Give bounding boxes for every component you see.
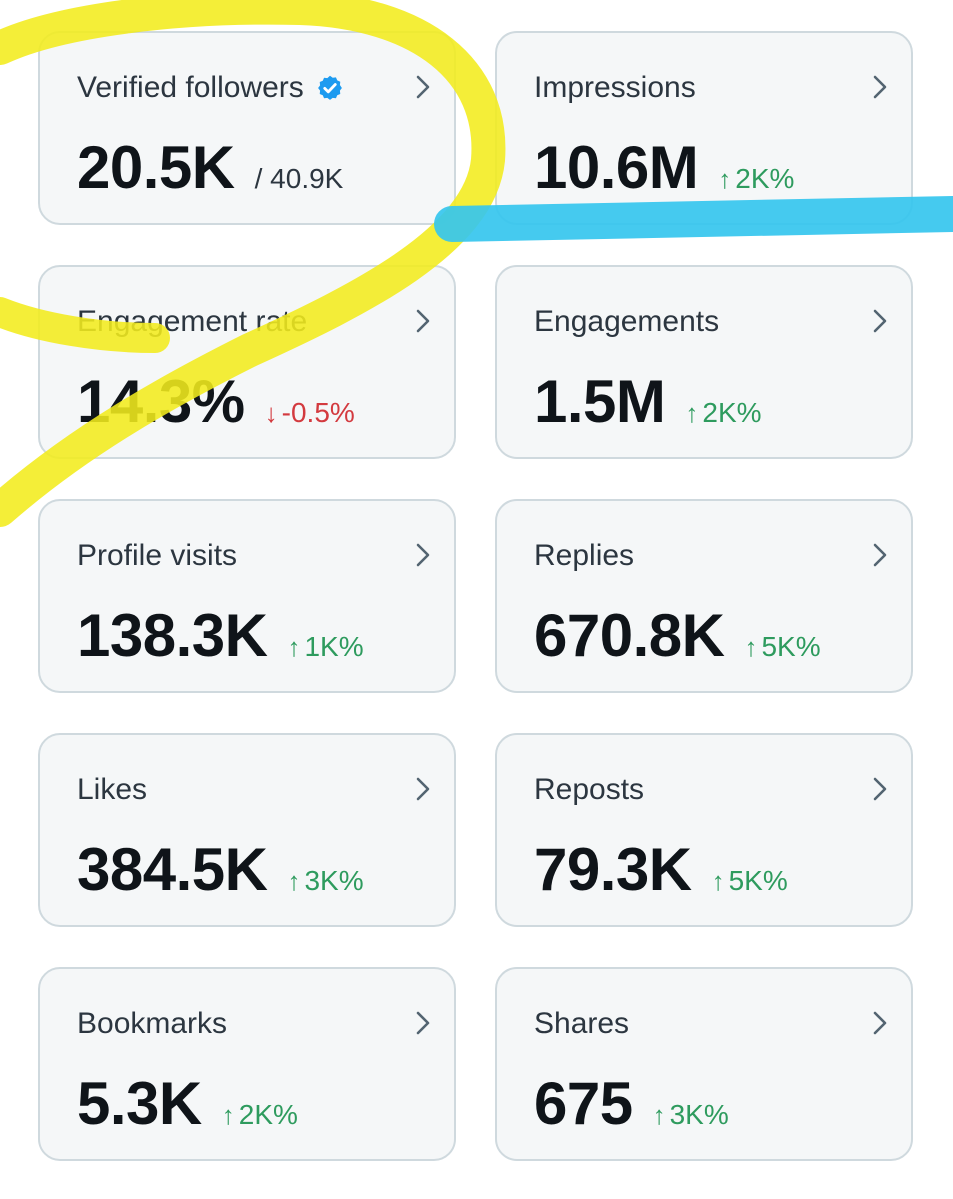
chevron-right-icon: [416, 309, 430, 333]
arrow-down-icon: ↓: [264, 398, 278, 428]
arrow-up-icon: ↑: [652, 1100, 666, 1130]
likes-card[interactable]: Likes 384.5K ↑ 3K%: [38, 733, 456, 927]
value-row: 670.8K ↑ 5K%: [534, 601, 821, 670]
chevron-right-icon: [873, 75, 887, 99]
chevron-right-icon: [416, 777, 430, 801]
metric-total: / 40.9K: [254, 163, 344, 194]
metric-value: 1.5M: [534, 368, 666, 435]
metric-value: 670.8K: [534, 602, 725, 669]
chevron-right-icon: [873, 1011, 887, 1035]
chevron-right-icon: [873, 777, 887, 801]
metric-delta: ↑ 3K%: [287, 865, 363, 897]
delta-value: 3K%: [669, 1099, 729, 1130]
metric-value: 10.6M: [534, 134, 699, 201]
card-label: Engagements: [534, 305, 720, 338]
metric-value: 14.3%: [77, 368, 245, 435]
arrow-up-icon: ↑: [744, 632, 758, 662]
arrow-up-icon: ↑: [287, 866, 301, 896]
reposts-card[interactable]: Reposts 79.3K ↑ 5K%: [495, 733, 913, 927]
delta-value: 2K%: [735, 163, 795, 194]
arrow-up-icon: ↑: [287, 632, 301, 662]
profile-visits-card[interactable]: Profile visits 138.3K ↑ 1K%: [38, 499, 456, 693]
arrow-up-icon: ↑: [221, 1100, 235, 1130]
card-label: Engagement rate: [77, 305, 308, 338]
verified-followers-card[interactable]: Verified followers 20.5K / 40.9K: [38, 31, 456, 225]
chevron-right-icon: [873, 309, 887, 333]
metric-delta: ↑ 2K%: [222, 1099, 298, 1131]
arrow-up-icon: ↑: [685, 398, 699, 428]
metric-delta: ↑ 5K%: [712, 865, 788, 897]
delta-value: -0.5%: [281, 397, 355, 428]
chevron-right-icon: [416, 543, 430, 567]
arrow-up-icon: ↑: [718, 164, 732, 194]
card-label: Bookmarks: [77, 1007, 228, 1040]
metric-delta: ↑ 1K%: [287, 631, 363, 663]
chevron-right-icon: [873, 543, 887, 567]
metric-value: 20.5K: [77, 134, 235, 201]
metric-value: 384.5K: [77, 836, 268, 903]
value-row: 14.3% ↓ -0.5%: [77, 367, 355, 436]
metric-delta: ↑ 5K%: [744, 631, 820, 663]
card-label: Shares: [534, 1007, 630, 1040]
value-row: 5.3K ↑ 2K%: [77, 1069, 298, 1138]
card-label: Profile visits: [77, 539, 238, 572]
card-label: Likes: [77, 773, 148, 806]
value-row: 138.3K ↑ 1K%: [77, 601, 364, 670]
value-row: 79.3K ↑ 5K%: [534, 835, 788, 904]
delta-value: 2K%: [702, 397, 762, 428]
card-label: Replies: [534, 539, 635, 572]
bookmarks-card[interactable]: Bookmarks 5.3K ↑ 2K%: [38, 967, 456, 1161]
impressions-card[interactable]: Impressions 10.6M ↑ 2K%: [495, 31, 913, 225]
metric-delta: ↑ 3K%: [653, 1099, 729, 1131]
value-row: 384.5K ↑ 3K%: [77, 835, 364, 904]
value-row: 675 ↑ 3K%: [534, 1069, 729, 1138]
value-row: 20.5K / 40.9K: [77, 133, 343, 202]
verified-badge-icon: [316, 74, 344, 102]
metric-delta: ↓ -0.5%: [265, 397, 355, 429]
metric-value: 5.3K: [77, 1070, 202, 1137]
metric-delta: ↑ 2K%: [718, 163, 794, 195]
delta-value: 2K%: [238, 1099, 298, 1130]
card-label: Reposts: [534, 773, 645, 806]
value-row: 1.5M ↑ 2K%: [534, 367, 762, 436]
shares-card[interactable]: Shares 675 ↑ 3K%: [495, 967, 913, 1161]
card-label-wrap: Verified followers: [77, 71, 344, 105]
metric-value: 138.3K: [77, 602, 268, 669]
engagement-rate-card[interactable]: Engagement rate 14.3% ↓ -0.5%: [38, 265, 456, 459]
chevron-right-icon: [416, 75, 430, 99]
delta-value: 5K%: [728, 865, 788, 896]
replies-card[interactable]: Replies 670.8K ↑ 5K%: [495, 499, 913, 693]
delta-value: 1K%: [304, 631, 364, 662]
delta-value: 3K%: [304, 865, 364, 896]
metric-value: 79.3K: [534, 836, 692, 903]
arrow-up-icon: ↑: [711, 866, 725, 896]
metric-delta: ↑ 2K%: [685, 397, 761, 429]
engagements-card[interactable]: Engagements 1.5M ↑ 2K%: [495, 265, 913, 459]
delta-value: 5K%: [761, 631, 821, 662]
card-label: Impressions: [534, 71, 696, 104]
value-row: 10.6M ↑ 2K%: [534, 133, 794, 202]
metric-value: 675: [534, 1070, 633, 1137]
card-label: Verified followers: [77, 71, 304, 104]
chevron-right-icon: [416, 1011, 430, 1035]
